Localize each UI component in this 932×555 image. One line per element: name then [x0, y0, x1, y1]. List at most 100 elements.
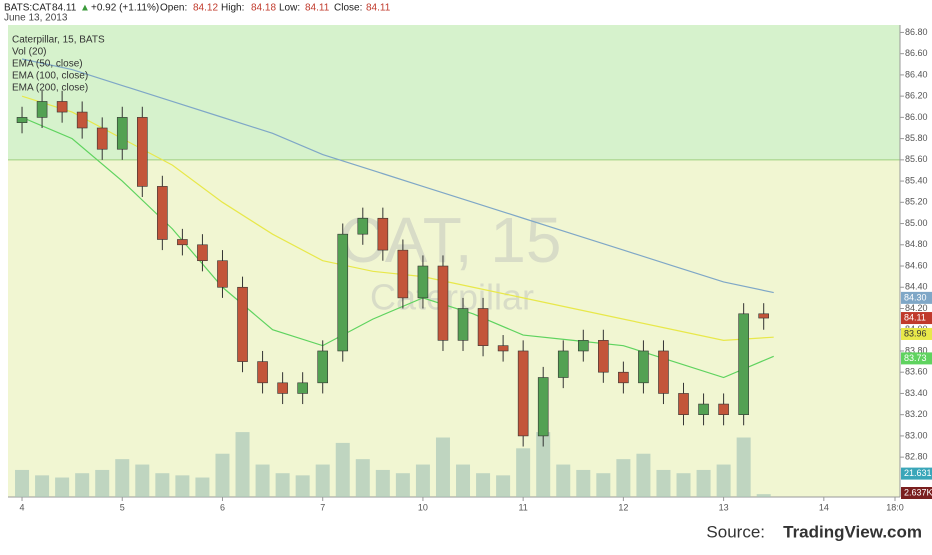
candle-body — [758, 313, 769, 319]
candle-body — [96, 127, 108, 150]
candle — [56, 90, 68, 123]
volume-bar — [55, 477, 70, 497]
candle — [297, 372, 308, 405]
candle — [577, 329, 589, 362]
volume-bar — [35, 475, 50, 497]
header-open: 84.12 — [193, 3, 218, 14]
candle — [137, 106, 148, 198]
source-label: Source: — [706, 522, 765, 541]
volume-bar — [716, 464, 731, 497]
volume-bar — [476, 473, 491, 497]
ema-line — [21, 58, 774, 294]
candle — [16, 106, 28, 134]
candle — [277, 372, 288, 405]
y-tick-label: 85.20 — [905, 197, 928, 207]
candle-body — [377, 217, 389, 251]
y-tick-label: 83.60 — [905, 367, 928, 377]
volume-bar — [756, 494, 771, 497]
candle — [738, 303, 749, 426]
y-tick-label: 83.40 — [905, 388, 928, 398]
legend-entry: EMA (200, close) — [12, 83, 88, 94]
legend-entry: Vol (20) — [12, 47, 46, 58]
volume-bar — [175, 475, 190, 497]
volume-bar — [275, 473, 290, 497]
candle-body — [137, 117, 148, 187]
value-box — [901, 291, 932, 304]
volume-bar — [736, 437, 751, 497]
header-close-label: Close: — [334, 3, 362, 14]
volume-bar — [75, 473, 90, 497]
header-close: 84.11 — [366, 3, 391, 14]
volume-bar — [656, 469, 671, 497]
candle-body — [718, 403, 729, 415]
candle-body — [497, 345, 509, 352]
candle-body — [277, 382, 288, 394]
x-tick-label: 12 — [618, 502, 628, 512]
candle-body — [477, 308, 489, 346]
candle — [217, 250, 228, 298]
volume-bar — [95, 469, 110, 497]
candle-body — [437, 265, 449, 341]
volume-bar — [596, 473, 611, 497]
x-tick-label: 18:0 — [886, 502, 904, 512]
y-tick-label: 83.20 — [905, 409, 928, 419]
candle — [557, 340, 569, 389]
y-tick-label: 86.20 — [905, 91, 928, 101]
volume-bar — [395, 473, 410, 497]
volume-bar — [235, 432, 250, 497]
value-box-label: 83.73 — [904, 353, 927, 363]
y-tick-label: 83.00 — [905, 430, 928, 440]
lower-zone — [8, 159, 900, 497]
header-last: 84.11 — [52, 3, 77, 14]
header-change: +0.92 (+1.11%) — [91, 3, 159, 14]
x-tick-label: 6 — [220, 502, 225, 512]
candle-body — [618, 371, 629, 384]
x-tick-label: 14 — [819, 502, 829, 512]
candle-body — [197, 244, 208, 262]
candle-body — [457, 308, 469, 341]
candle — [197, 234, 208, 272]
volume-bar — [195, 477, 210, 497]
candle-body — [76, 111, 88, 129]
y-tick-label: 85.00 — [905, 218, 928, 228]
candle — [157, 175, 168, 251]
x-tick-label: 7 — [320, 502, 325, 512]
candle-body — [658, 350, 669, 394]
volume-bar — [435, 437, 450, 497]
header-date: June 13, 2013 — [4, 13, 68, 24]
y-tick-label: 82.80 — [905, 452, 928, 462]
candle — [397, 239, 409, 309]
candle — [317, 340, 329, 394]
volume-bar — [516, 448, 531, 497]
candle-body — [577, 340, 589, 352]
x-tick-label: 10 — [418, 502, 428, 512]
candle — [638, 340, 649, 394]
candle — [377, 207, 389, 261]
candle — [237, 276, 248, 373]
candle — [678, 382, 689, 426]
header-low-label: Low: — [279, 3, 300, 14]
x-tick-label: 5 — [120, 502, 125, 512]
volume-bar — [295, 475, 310, 497]
candle — [76, 101, 88, 139]
candle-body — [257, 361, 268, 384]
candle-body — [317, 350, 329, 384]
value-box-label: 84.11 — [904, 312, 926, 322]
volume-bar — [15, 469, 30, 497]
volume-bar — [115, 459, 130, 497]
candle — [357, 207, 369, 245]
candle-body — [217, 260, 228, 288]
candle-body — [557, 350, 569, 378]
volume-bar — [255, 464, 270, 497]
candle — [36, 90, 48, 128]
value-box — [901, 467, 932, 480]
candle — [96, 117, 108, 160]
candle-body — [357, 217, 369, 235]
header-low: 84.11 — [305, 3, 330, 14]
y-tick-label: 86.60 — [905, 48, 928, 58]
volume-bar — [636, 453, 651, 497]
y-tick-label: 84.80 — [905, 239, 928, 249]
candle — [257, 350, 268, 394]
candle-body — [537, 377, 549, 437]
x-tick-label: 11 — [518, 502, 527, 512]
